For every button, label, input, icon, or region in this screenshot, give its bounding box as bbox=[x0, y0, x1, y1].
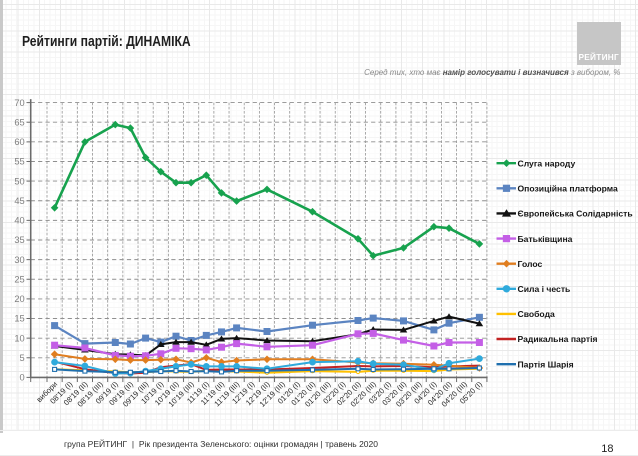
svg-text:45: 45 bbox=[14, 196, 24, 206]
svg-text:30: 30 bbox=[14, 255, 24, 265]
svg-text:Опозиційна платформа: Опозиційна платформа bbox=[518, 184, 619, 194]
svg-text:55: 55 bbox=[14, 157, 24, 167]
svg-text:15: 15 bbox=[14, 314, 24, 324]
svg-text:60: 60 bbox=[14, 137, 24, 147]
svg-text:Партія Шарія: Партія Шарія bbox=[518, 359, 574, 369]
svg-text:0: 0 bbox=[20, 373, 25, 383]
svg-text:Сила і честь: Сила і честь bbox=[518, 284, 571, 294]
svg-text:10: 10 bbox=[14, 333, 24, 343]
svg-text:5: 5 bbox=[20, 353, 25, 363]
svg-text:20: 20 bbox=[14, 294, 24, 304]
svg-text:Європейська Солідарність: Європейська Солідарність bbox=[518, 209, 633, 219]
svg-text:40: 40 bbox=[14, 216, 24, 226]
svg-text:Слуга народу: Слуга народу bbox=[518, 158, 576, 168]
svg-text:Радикальна партія: Радикальна партія bbox=[518, 334, 598, 344]
svg-text:25: 25 bbox=[14, 274, 24, 284]
svg-text:65: 65 bbox=[14, 117, 24, 127]
svg-text:Голос: Голос bbox=[518, 259, 543, 269]
svg-text:50: 50 bbox=[14, 176, 24, 186]
svg-text:Батьківщина: Батьківщина bbox=[518, 234, 573, 244]
svg-text:35: 35 bbox=[14, 235, 24, 245]
svg-text:Свобода: Свобода bbox=[518, 309, 556, 319]
svg-text:70: 70 bbox=[14, 98, 24, 108]
